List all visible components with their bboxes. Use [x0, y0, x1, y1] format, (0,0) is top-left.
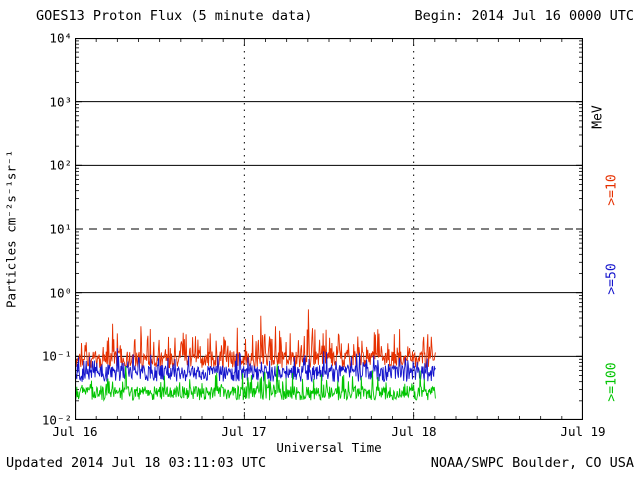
x-tick-label: Jul 19: [560, 424, 606, 439]
right-label-ge100: >=100: [604, 362, 620, 402]
updated-timestamp: Updated 2014 Jul 18 03:11:03 UTC: [6, 455, 267, 471]
source-label: NOAA/SWPC Boulder, CO USA: [430, 455, 634, 471]
y-axis-label: Particles cm⁻²s⁻¹sr⁻¹: [3, 149, 19, 309]
y-tick-label: 10²: [49, 157, 72, 173]
y-tick-label: 10³: [49, 94, 72, 110]
y-tick-label: 10⁰: [49, 285, 72, 301]
right-label-mev: MeV: [590, 105, 606, 129]
y-tick-label: 10⁴: [49, 30, 72, 46]
y-tick-label: 10¹: [49, 221, 72, 237]
begin-label: Begin: 2014 Jul 16 0000 UTC: [414, 8, 634, 24]
x-tick-label: Jul 18: [391, 424, 437, 439]
x-axis-label: Universal Time: [276, 440, 382, 455]
page-title: GOES13 Proton Flux (5 minute data): [36, 8, 313, 24]
right-label-ge10: >=10: [604, 174, 620, 206]
right-label-ge50: >=50: [604, 263, 620, 295]
y-tick-label: 10⁻¹: [41, 348, 72, 364]
proton-flux-chart: [74, 37, 584, 421]
plot-area: [74, 37, 584, 421]
x-tick-label: Jul 16: [52, 424, 98, 439]
x-tick-label: Jul 17: [221, 424, 267, 439]
y-tick-label: 10⁻²: [41, 412, 72, 428]
